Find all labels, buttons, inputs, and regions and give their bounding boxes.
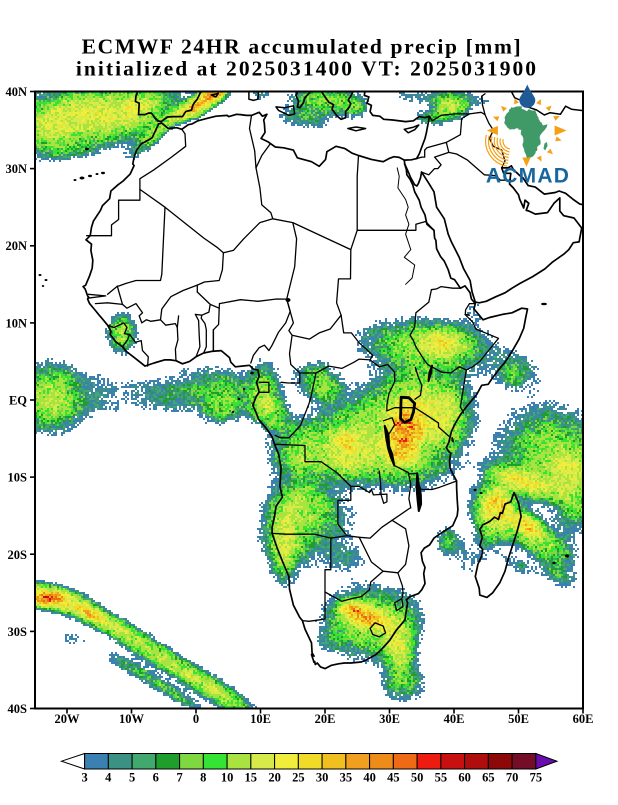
svg-text:10W: 10W: [119, 712, 145, 726]
svg-text:30E: 30E: [379, 712, 400, 726]
svg-text:15: 15: [245, 771, 258, 785]
svg-text:initialized at 2025031400 VT:: initialized at 2025031400 VT: 2025031900: [76, 57, 538, 81]
svg-text:70: 70: [506, 771, 519, 785]
svg-text:10: 10: [221, 771, 234, 785]
svg-text:7: 7: [176, 771, 182, 785]
svg-text:55: 55: [435, 771, 448, 785]
svg-text:50E: 50E: [508, 712, 529, 726]
svg-text:5: 5: [129, 771, 135, 785]
svg-text:35: 35: [340, 771, 353, 785]
svg-text:EQ: EQ: [9, 394, 27, 408]
svg-text:8: 8: [200, 771, 206, 785]
svg-text:20: 20: [268, 771, 281, 785]
svg-text:30N: 30N: [5, 162, 27, 176]
svg-text:45: 45: [387, 771, 400, 785]
svg-text:20S: 20S: [8, 548, 28, 562]
svg-text:6: 6: [153, 771, 159, 785]
svg-text:30: 30: [316, 771, 329, 785]
svg-text:4: 4: [105, 771, 112, 785]
svg-text:0: 0: [193, 712, 199, 726]
svg-text:20N: 20N: [5, 239, 27, 253]
svg-text:20E: 20E: [315, 712, 336, 726]
svg-text:10N: 10N: [5, 316, 27, 330]
svg-text:25: 25: [292, 771, 305, 785]
svg-text:40E: 40E: [444, 712, 465, 726]
svg-text:50: 50: [411, 771, 424, 785]
svg-text:40S: 40S: [8, 702, 28, 716]
svg-text:30S: 30S: [8, 625, 28, 639]
svg-text:60E: 60E: [573, 712, 594, 726]
svg-text:20W: 20W: [55, 712, 81, 726]
svg-text:75: 75: [530, 771, 543, 785]
svg-text:65: 65: [482, 771, 495, 785]
svg-text:60: 60: [458, 771, 471, 785]
svg-text:10S: 10S: [8, 471, 28, 485]
svg-text:ECMWF 24HR accumulated precip: ECMWF 24HR accumulated precip [mm]: [82, 35, 523, 59]
svg-text:3: 3: [81, 771, 87, 785]
svg-text:ACMAD: ACMAD: [486, 165, 570, 188]
svg-text:40: 40: [363, 771, 376, 785]
svg-text:10E: 10E: [250, 712, 271, 726]
svg-text:40N: 40N: [5, 85, 27, 99]
